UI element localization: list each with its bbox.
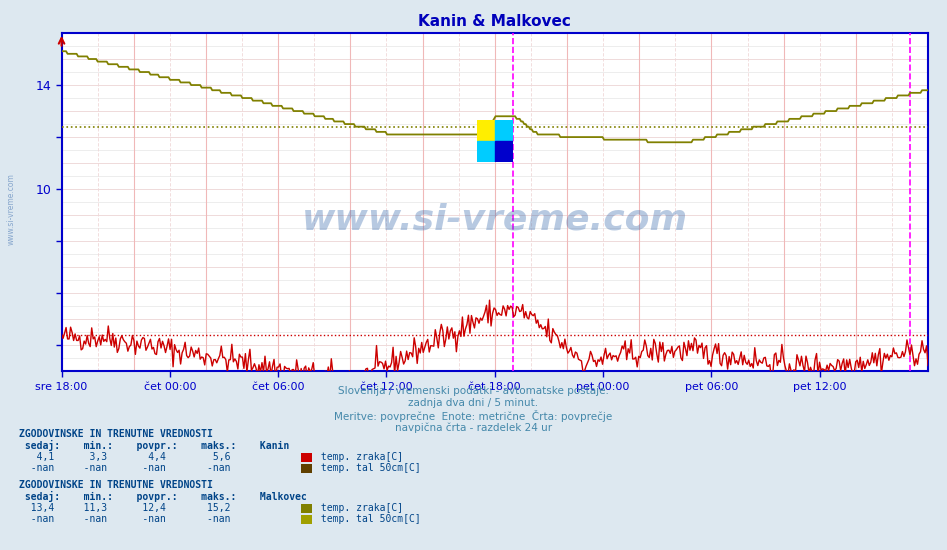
Text: sedaj:    min.:    povpr.:    maks.:    Kanin: sedaj: min.: povpr.: maks.: Kanin — [19, 441, 289, 452]
Bar — [495, 120, 513, 141]
Text: 13,4     11,3      12,4       15,2: 13,4 11,3 12,4 15,2 — [19, 503, 230, 513]
Text: temp. tal 50cm[C]: temp. tal 50cm[C] — [315, 463, 421, 474]
Text: ZGODOVINSKE IN TRENUTNE VREDNOSTI: ZGODOVINSKE IN TRENUTNE VREDNOSTI — [19, 429, 213, 439]
Text: temp. zraka[C]: temp. zraka[C] — [315, 503, 403, 513]
Text: Meritve: povprečne  Enote: metrične  Črta: povprečje: Meritve: povprečne Enote: metrične Črta:… — [334, 410, 613, 422]
Text: navpična črta - razdelek 24 ur: navpična črta - razdelek 24 ur — [395, 422, 552, 433]
Text: temp. zraka[C]: temp. zraka[C] — [315, 452, 403, 463]
Bar — [477, 141, 495, 162]
Bar — [477, 120, 495, 141]
Text: www.si-vreme.com: www.si-vreme.com — [302, 202, 688, 236]
Text: Slovenija / vremenski podatki - avtomatske postaje.: Slovenija / vremenski podatki - avtomats… — [338, 386, 609, 396]
Text: -nan     -nan      -nan       -nan: -nan -nan -nan -nan — [19, 463, 230, 474]
Bar — [495, 141, 513, 162]
Text: 4,1      3,3       4,4        5,6: 4,1 3,3 4,4 5,6 — [19, 452, 230, 463]
Text: sedaj:    min.:    povpr.:    maks.:    Malkovec: sedaj: min.: povpr.: maks.: Malkovec — [19, 491, 307, 502]
Text: www.si-vreme.com: www.si-vreme.com — [7, 173, 16, 245]
Text: temp. tal 50cm[C]: temp. tal 50cm[C] — [315, 514, 421, 524]
Title: Kanin & Malkovec: Kanin & Malkovec — [419, 14, 571, 29]
Text: ZGODOVINSKE IN TRENUTNE VREDNOSTI: ZGODOVINSKE IN TRENUTNE VREDNOSTI — [19, 480, 213, 490]
Text: zadnja dva dni / 5 minut.: zadnja dva dni / 5 minut. — [408, 398, 539, 408]
Text: -nan     -nan      -nan       -nan: -nan -nan -nan -nan — [19, 514, 230, 524]
